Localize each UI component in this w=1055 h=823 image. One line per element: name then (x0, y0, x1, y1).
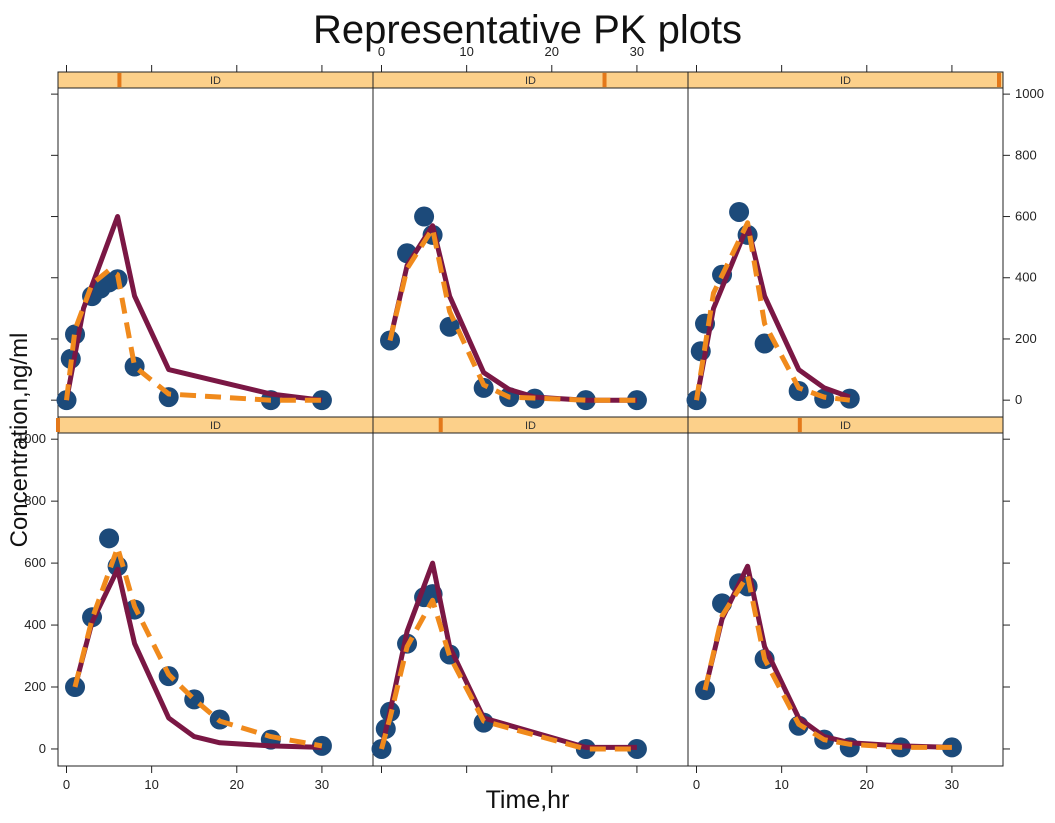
individual-pred-line (702, 563, 952, 750)
population-pred-line (387, 226, 637, 403)
strip-marker (438, 418, 443, 432)
observed-point (788, 380, 809, 401)
individual-pred-line (387, 223, 637, 403)
strip-label: ID (840, 75, 851, 87)
x-tick-label: 10 (144, 777, 158, 792)
strip-marker (56, 418, 60, 432)
population-pred-line (72, 545, 323, 749)
x-axis-label: Time,hr (485, 786, 570, 814)
x-tick-label: 20 (230, 777, 244, 792)
strip-marker (997, 73, 1001, 87)
strip-marker (797, 418, 802, 432)
strip-marker (602, 73, 607, 87)
x-tick-label: 10 (459, 44, 473, 59)
x-tick-label: 10 (774, 777, 788, 792)
population-pred-line (694, 220, 851, 403)
observed-point (695, 680, 716, 701)
strip-background (687, 71, 1004, 89)
strip-marker (117, 73, 122, 87)
strip-label: ID (210, 75, 221, 87)
chart-title: Representative PK plots (312, 8, 743, 52)
y-tick-label: 0 (39, 741, 46, 756)
y-tick-label: 200 (1015, 331, 1037, 346)
strip-label: ID (525, 420, 536, 432)
individual-pred-line (694, 223, 851, 401)
observed-point (473, 377, 494, 398)
x-tick-label: 20 (545, 44, 559, 59)
observed-point (414, 206, 435, 227)
y-tick-label: 1000 (1015, 86, 1044, 101)
observed-point (311, 390, 332, 411)
observed-point (729, 201, 750, 222)
y-tick-label: 0 (1015, 392, 1022, 407)
x-tick-label: 20 (860, 777, 874, 792)
observed-point (626, 738, 647, 759)
y-tick-label: 400 (1015, 270, 1037, 285)
individual-pred-line (64, 214, 323, 403)
y-tick-label: 600 (1015, 209, 1037, 224)
x-tick-label: 30 (945, 777, 959, 792)
observed-point (65, 677, 86, 698)
individual-pred-line (72, 566, 322, 750)
panel-frame (687, 432, 1004, 767)
panel-frame (372, 87, 689, 418)
strip-label: ID (525, 75, 536, 87)
individual-pred-line (379, 560, 637, 750)
strip-background (687, 416, 1004, 434)
strip-label: ID (840, 420, 851, 432)
population-pred-line (702, 573, 952, 750)
y-tick-label: 800 (24, 493, 46, 508)
x-tick-label: 0 (693, 777, 700, 792)
population-pred-line (379, 597, 637, 752)
observed-point (99, 528, 120, 549)
y-tick-label: 200 (24, 679, 46, 694)
observed-point (941, 737, 962, 758)
observed-point (439, 316, 460, 337)
y-tick-label: 800 (1015, 147, 1037, 162)
x-tick-label: 0 (378, 44, 385, 59)
x-tick-label: 30 (315, 777, 329, 792)
y-tick-label: 1000 (17, 431, 46, 446)
y-tick-label: 600 (24, 555, 46, 570)
y-axis-label: Concentration,ng/ml (6, 332, 33, 548)
observed-point (626, 390, 647, 411)
x-tick-label: 30 (630, 44, 644, 59)
y-tick-label: 400 (24, 617, 46, 632)
strip-label: ID (210, 420, 221, 432)
observed-point (754, 333, 775, 354)
x-tick-label: 0 (63, 777, 70, 792)
population-pred-line (64, 267, 322, 403)
